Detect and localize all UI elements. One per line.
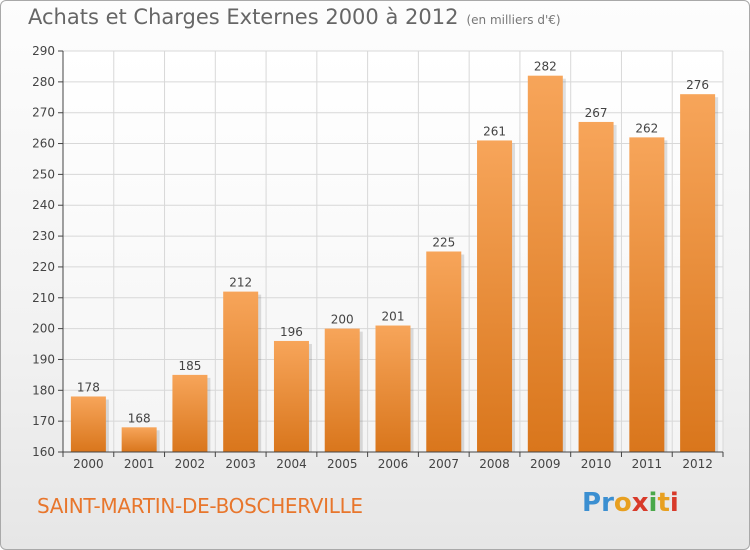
logo-letter: t xyxy=(657,488,670,518)
bar xyxy=(223,291,259,452)
bar xyxy=(680,94,716,452)
x-tick-label: 2009 xyxy=(530,457,561,471)
bar xyxy=(426,251,462,452)
x-tick-label: 2004 xyxy=(276,457,307,471)
proxiti-logo: Proxiti xyxy=(582,488,679,518)
logo-letter: P xyxy=(582,488,602,518)
y-tick-label: 290 xyxy=(32,44,55,58)
bar-value-label: 267 xyxy=(585,106,608,120)
x-tick-label: 2011 xyxy=(632,457,663,471)
y-tick-label: 220 xyxy=(32,260,55,274)
y-tick-label: 240 xyxy=(32,198,55,212)
bar xyxy=(70,396,106,452)
bar xyxy=(477,140,513,452)
chart-title: Achats et Charges Externes 2000 à 2012 (e… xyxy=(28,5,561,29)
y-tick-label: 210 xyxy=(32,291,55,305)
y-tick-label: 200 xyxy=(32,322,55,336)
x-tick-label: 2006 xyxy=(378,457,409,471)
bar xyxy=(172,374,208,452)
logo-letter: r xyxy=(601,488,614,518)
bar-value-label: 178 xyxy=(77,380,100,394)
y-tick-label: 260 xyxy=(32,137,55,151)
bar xyxy=(273,340,309,452)
logo-letter: i xyxy=(648,488,658,518)
x-tick-label: 2000 xyxy=(73,457,104,471)
logo-letter: i xyxy=(669,488,679,518)
bar xyxy=(375,325,411,452)
bar-value-label: 212 xyxy=(229,276,252,290)
bar-value-label: 201 xyxy=(382,310,405,324)
y-tick-label: 280 xyxy=(32,75,55,89)
bar-value-label: 262 xyxy=(635,121,658,135)
x-tick-label: 2007 xyxy=(428,457,459,471)
bar-value-label: 276 xyxy=(686,78,709,92)
y-tick-label: 170 xyxy=(32,414,55,428)
x-tick-label: 2001 xyxy=(124,457,155,471)
y-tick-label: 190 xyxy=(32,352,55,366)
bar xyxy=(527,75,563,452)
x-tick-label: 2010 xyxy=(581,457,612,471)
bar-value-label: 261 xyxy=(483,124,506,138)
x-tick-label: 2008 xyxy=(479,457,510,471)
chart-subtitle: (en milliers d'€) xyxy=(466,13,561,27)
bar xyxy=(121,427,157,452)
bar-value-label: 185 xyxy=(178,359,201,373)
y-tick-label: 250 xyxy=(32,167,55,181)
chart-title-text: Achats et Charges Externes 2000 à 2012 xyxy=(28,5,459,29)
bar-value-label: 196 xyxy=(280,325,303,339)
bar-value-label: 200 xyxy=(331,313,354,327)
x-tick-label: 2012 xyxy=(682,457,713,471)
bar-value-label: 282 xyxy=(534,60,557,74)
x-tick-label: 2002 xyxy=(175,457,206,471)
y-tick-label: 230 xyxy=(32,229,55,243)
bar xyxy=(578,121,614,452)
y-tick-label: 180 xyxy=(32,383,55,397)
x-tick-label: 2003 xyxy=(225,457,256,471)
bar-value-label: 168 xyxy=(128,411,151,425)
bar-value-label: 225 xyxy=(432,236,455,250)
logo-letter: x xyxy=(631,488,649,518)
x-tick-label: 2005 xyxy=(327,457,358,471)
y-tick-label: 160 xyxy=(32,445,55,459)
bar xyxy=(629,137,665,452)
logo-letter: o xyxy=(613,488,632,518)
commune-name: SAINT-MARTIN-DE-BOSCHERVILLE xyxy=(37,494,363,518)
y-tick-label: 270 xyxy=(32,106,55,120)
bar xyxy=(324,328,360,452)
